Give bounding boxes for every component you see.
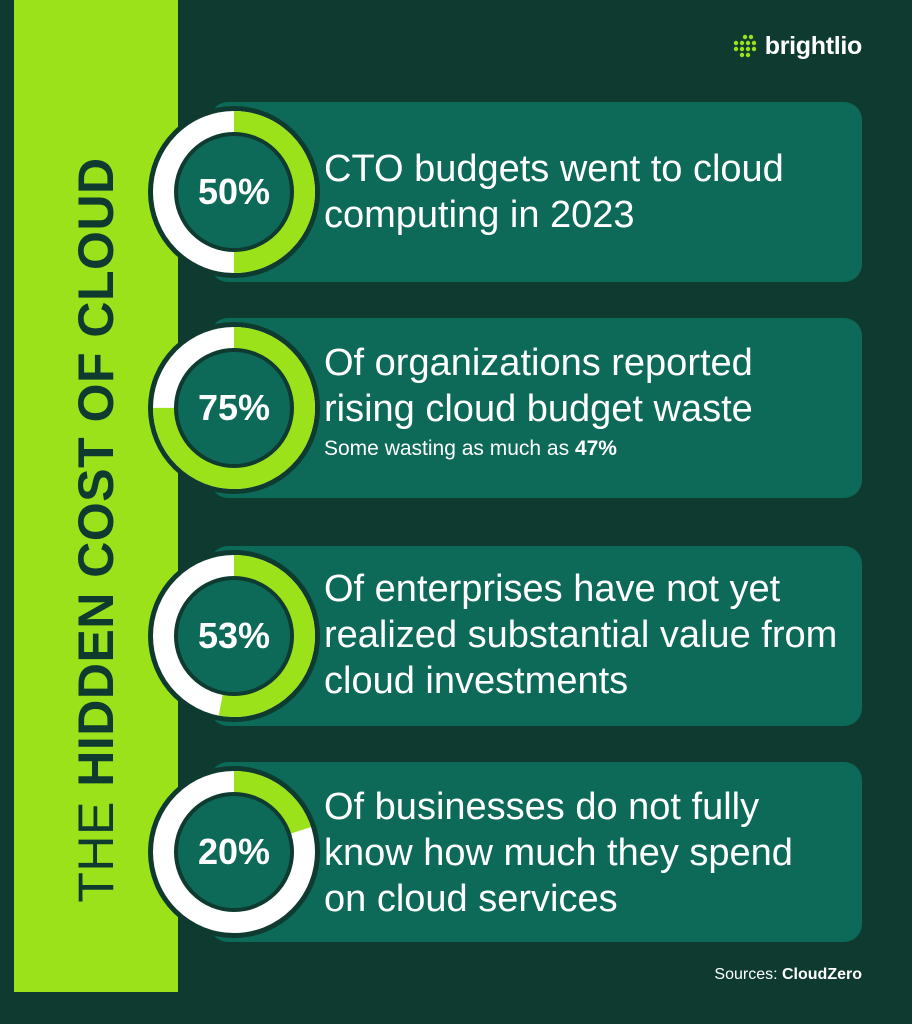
title-sidebar (14, 0, 178, 992)
stat-percent-3: 53% (197, 615, 271, 656)
title-bold: HIDDEN COST OF CLOUD (68, 157, 124, 787)
stat-ring-2: 75% (146, 320, 322, 496)
stat-text-3: Of enterprises have not yet realized sub… (324, 566, 844, 704)
stat-ring-3: 53% (146, 548, 322, 724)
ring-inner (174, 792, 294, 912)
stat-description-3: Of enterprises have not yet realized sub… (324, 568, 838, 702)
stat-percent-2: 75% (197, 387, 271, 428)
ring-progress (153, 555, 315, 717)
stat-description-1: CTO budgets went to cloud computing in 2… (324, 148, 784, 236)
title-light: THE (68, 786, 124, 903)
ring-inner (174, 132, 294, 252)
stat-text-1: CTO budgets went to cloud computing in 2… (324, 146, 844, 238)
ring-progress (153, 771, 315, 933)
ring-inner (174, 576, 294, 696)
sources-label: Sources: (714, 966, 782, 983)
brightlio-dots-icon (733, 34, 756, 57)
stat-subnote-2: Some wasting as much as 47% (324, 434, 844, 464)
stat-subnote-value: 47% (574, 437, 617, 460)
ring-progress (153, 327, 315, 489)
ring-progress (153, 111, 315, 273)
page-title: THE HIDDEN COST OF CLOUD (67, 157, 125, 902)
stat-subnote-prefix: Some wasting as much as (324, 437, 575, 460)
stat-percent-1: 50% (197, 171, 271, 212)
brand-name: brightlio (764, 32, 863, 60)
sources-name: CloudZero (782, 966, 862, 983)
brand-logo: brightlio (731, 32, 862, 61)
sources-note: Sources: CloudZero (714, 966, 862, 984)
stat-text-4: Of businesses do not fully know how much… (324, 784, 844, 922)
ring-inner (174, 348, 294, 468)
stat-ring-1: 50% (146, 104, 322, 280)
stat-text-2: Of organizations reported rising cloud b… (324, 340, 844, 464)
stat-description-4: Of businesses do not fully know how much… (324, 786, 793, 920)
stat-percent-4: 20% (197, 831, 271, 872)
stat-description-2: Of organizations reported rising cloud b… (324, 342, 753, 430)
stat-ring-4: 20% (146, 764, 322, 940)
